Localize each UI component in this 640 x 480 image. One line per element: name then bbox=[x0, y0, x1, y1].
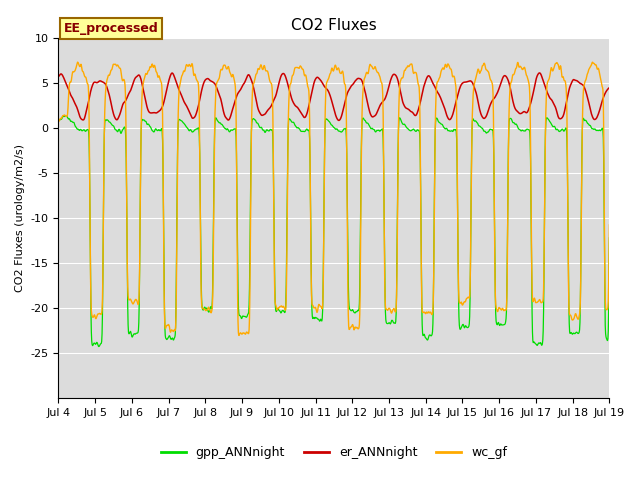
er_ANNnight bbox=[239, 83, 246, 88]
er_ANNnight bbox=[541, 83, 548, 88]
gpp_ANNnight bbox=[239, 313, 247, 319]
gpp_ANNnight bbox=[54, 117, 62, 123]
gpp_ANNnight bbox=[541, 185, 548, 191]
wc_gf bbox=[605, 222, 613, 228]
gpp_ANNnight bbox=[605, 235, 613, 241]
Legend: gpp_ANNnight, er_ANNnight, wc_gf: gpp_ANNnight, er_ANNnight, wc_gf bbox=[156, 441, 512, 464]
gpp_ANNnight bbox=[492, 318, 500, 324]
Text: EE_processed: EE_processed bbox=[64, 22, 159, 35]
er_ANNnight bbox=[164, 83, 172, 89]
Line: er_ANNnight: er_ANNnight bbox=[58, 73, 609, 120]
gpp_ANNnight bbox=[95, 344, 103, 349]
Line: wc_gf: wc_gf bbox=[58, 62, 609, 336]
wc_gf bbox=[54, 119, 62, 124]
er_ANNnight bbox=[605, 85, 613, 91]
wc_gf bbox=[74, 60, 81, 65]
gpp_ANNnight bbox=[61, 113, 69, 119]
er_ANNnight bbox=[420, 84, 428, 90]
gpp_ANNnight bbox=[420, 331, 428, 337]
er_ANNnight bbox=[536, 70, 543, 76]
wc_gf bbox=[420, 310, 428, 315]
wc_gf bbox=[541, 189, 548, 195]
wc_gf bbox=[164, 322, 172, 328]
wc_gf bbox=[239, 330, 247, 336]
gpp_ANNnight bbox=[178, 118, 186, 124]
Title: CO2 Fluxes: CO2 Fluxes bbox=[291, 18, 377, 33]
Y-axis label: CO2 Fluxes (urology/m2/s): CO2 Fluxes (urology/m2/s) bbox=[15, 144, 25, 292]
er_ANNnight bbox=[177, 91, 185, 97]
gpp_ANNnight bbox=[164, 335, 172, 341]
er_ANNnight bbox=[54, 73, 62, 79]
wc_gf bbox=[492, 305, 500, 311]
wc_gf bbox=[177, 75, 185, 81]
Line: gpp_ANNnight: gpp_ANNnight bbox=[58, 116, 609, 347]
er_ANNnight bbox=[335, 118, 342, 123]
wc_gf bbox=[235, 333, 243, 338]
er_ANNnight bbox=[492, 93, 500, 99]
